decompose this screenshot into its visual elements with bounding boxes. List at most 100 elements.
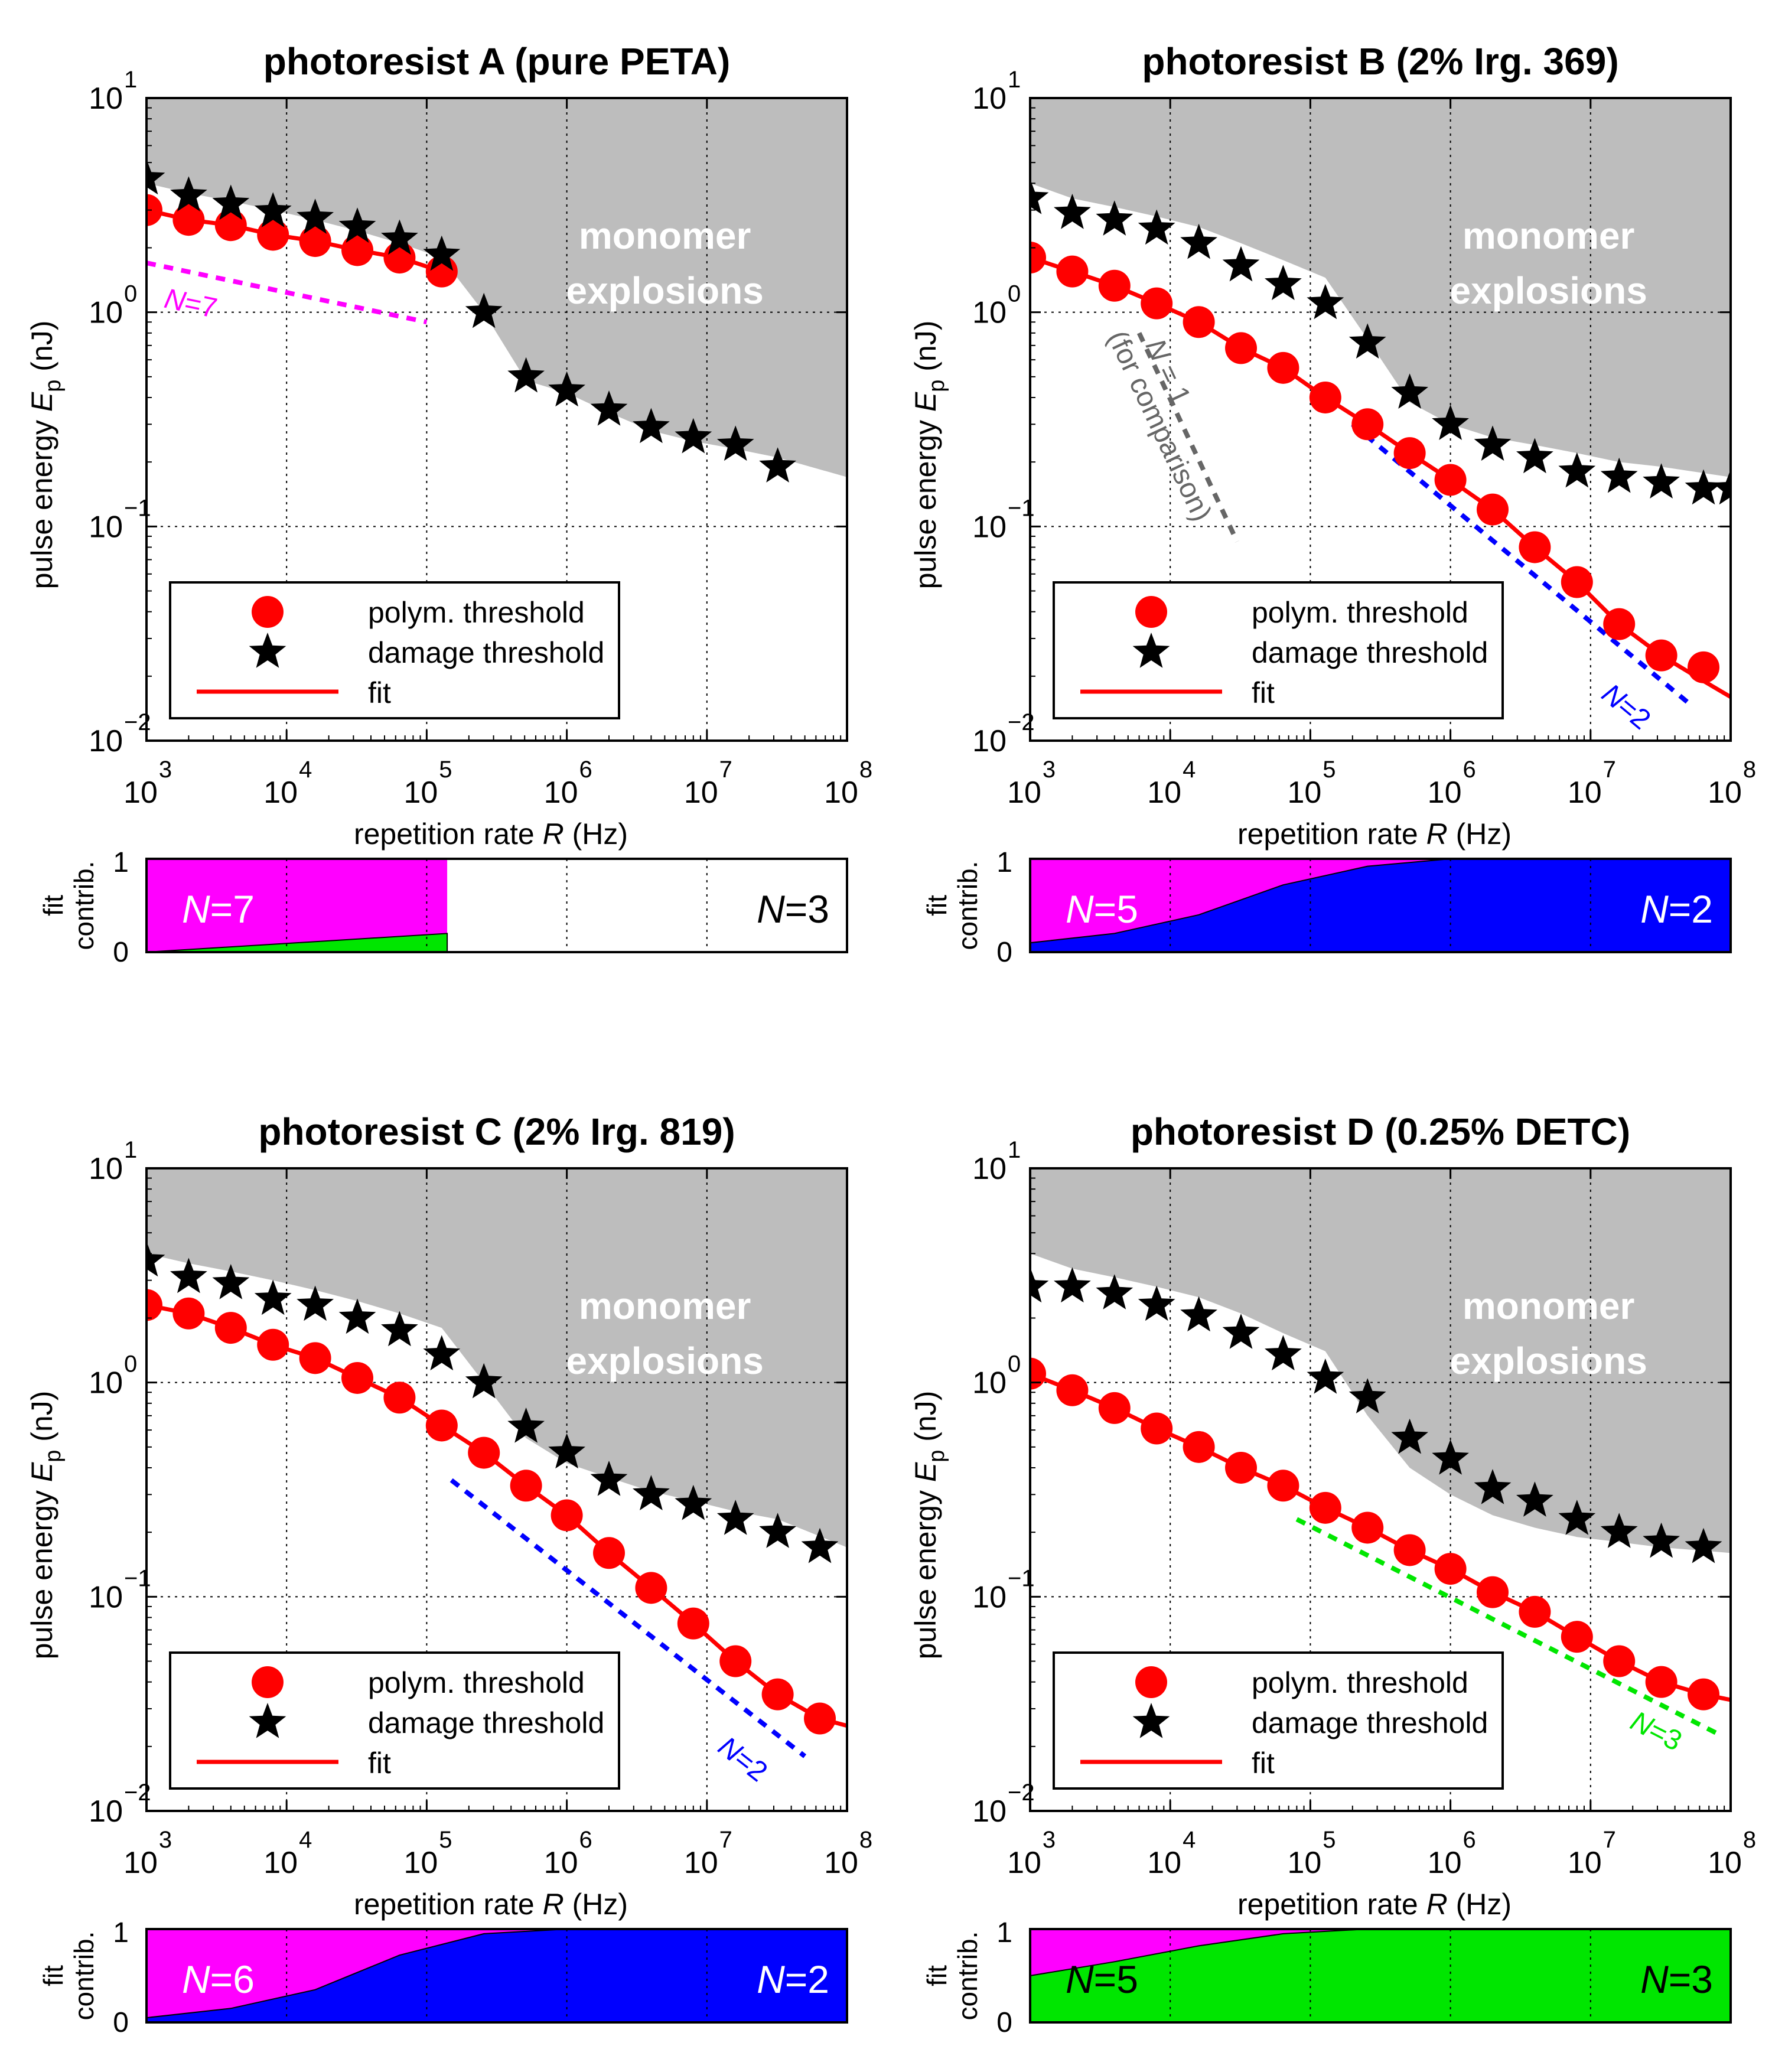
polym-threshold-point (1030, 242, 1046, 274)
damage-threshold-point (1474, 1469, 1512, 1504)
legend-fit-label: fit (368, 1747, 391, 1780)
polym-threshold-point (1434, 1553, 1467, 1585)
region-label-line2: explosions (1450, 1340, 1647, 1382)
damage-threshold-point (1643, 1522, 1680, 1558)
panel-a: photoresist A (pure PETA) monomer explosio… (25, 40, 872, 968)
fit-contrib-ylabel: fitcontrib. (38, 1931, 99, 2021)
y-tick-exponent: −2 (124, 1780, 151, 1806)
polym-threshold-point (1688, 1678, 1720, 1711)
damage-threshold-point (1222, 246, 1260, 282)
damage-threshold-point (633, 408, 670, 444)
guide-label: N=7 (162, 283, 220, 324)
legend-fit-label: fit (1252, 1747, 1275, 1780)
x-tick-label: 10 (403, 1846, 438, 1880)
polym-threshold-point (1351, 1511, 1384, 1544)
damage-threshold-point (590, 390, 628, 426)
damage-threshold-point (465, 1363, 503, 1399)
x-tick-exponent: 7 (1603, 757, 1616, 783)
damage-threshold-point (507, 1408, 545, 1443)
legend-damage-marker (1132, 1703, 1170, 1738)
polym-threshold-point (1098, 1392, 1131, 1424)
polym-threshold-point (593, 1537, 626, 1569)
y-tick-exponent: 1 (124, 67, 137, 93)
chart-title: photoresist C (2% Irg. 819) (258, 1110, 735, 1153)
x-tick-label: 10 (1708, 776, 1742, 810)
y-tick-label: 10 (89, 82, 123, 116)
damage-threshold-point (170, 1257, 207, 1294)
fit-contrib-ytick-1: 1 (113, 847, 129, 878)
polym-threshold-point (1267, 351, 1299, 384)
damage-threshold-point (759, 447, 796, 483)
damage-threshold-point (675, 1484, 712, 1520)
y-axis-label: pulse energy Ep (nJ) (909, 321, 949, 589)
damage-threshold-point (212, 184, 250, 220)
damage-threshold-point (1096, 200, 1133, 236)
region-label-line1: monomer (579, 214, 751, 257)
y-tick-label: 10 (89, 1152, 123, 1186)
chart-title: photoresist A (pure PETA) (263, 40, 731, 83)
y-tick-exponent: 1 (1008, 67, 1021, 93)
x-tick-label: 10 (1147, 1846, 1181, 1880)
x-tick-label: 10 (544, 1846, 578, 1880)
y-tick-exponent: 0 (124, 281, 137, 307)
polym-threshold-point (1603, 1645, 1636, 1677)
damage-threshold-point (759, 1513, 796, 1548)
x-tick-exponent: 7 (719, 1827, 732, 1853)
polym-threshold-point (1561, 1621, 1593, 1653)
chart-title: photoresist D (0.25% DETC) (1131, 1110, 1630, 1153)
damage-threshold-point (1138, 1285, 1175, 1321)
legend-fit-label: fit (1252, 676, 1275, 709)
damage-threshold-point (1516, 1481, 1553, 1517)
polym-threshold-point (551, 1499, 583, 1532)
polym-threshold-point (1351, 408, 1384, 441)
panel-d: photoresist D (0.25% DETC) monomer explosi… (909, 1110, 1756, 2038)
damage-threshold-point (1600, 1513, 1638, 1548)
polym-threshold-point (1561, 566, 1593, 598)
fit-contrib-left-label: N=7 (182, 887, 255, 931)
polym-threshold-point (383, 1382, 416, 1414)
damage-threshold-point (675, 418, 712, 454)
fit-contrib-frame (1029, 858, 1732, 953)
fit-contrib-panel: N=5 N=3 1 0 fitcontrib. (921, 1917, 1732, 2038)
guide-line (449, 1478, 807, 1758)
x-tick-label: 10 (263, 776, 298, 810)
x-tick-exponent: 8 (859, 1827, 872, 1853)
x-tick-exponent: 5 (439, 1827, 452, 1853)
x-tick-exponent: 6 (579, 757, 592, 783)
damage-threshold-point (1030, 1267, 1049, 1303)
y-tick-label: 10 (89, 1580, 123, 1614)
damage-threshold-point (590, 1461, 628, 1496)
fit-contrib-right-label: N=2 (757, 1957, 829, 2001)
damage-threshold-point (1265, 1335, 1302, 1371)
x-tick-exponent: 4 (1183, 757, 1196, 783)
x-tick-exponent: 7 (1603, 1827, 1616, 1853)
legend-polym-marker (252, 1666, 284, 1698)
legend-damage-marker (1132, 633, 1170, 668)
polym-threshold-point (341, 234, 374, 266)
damage-threshold-point (1391, 373, 1428, 409)
damage-threshold-point (507, 357, 545, 393)
damage-threshold-point (1712, 469, 1731, 505)
y-axis-label: pulse energy Ep (nJ) (909, 1391, 949, 1660)
fit-contrib-ytick-1: 1 (113, 1917, 129, 1949)
damage-threshold-point (254, 192, 292, 227)
region-label-line1: monomer (1462, 1285, 1635, 1327)
legend: polym. threshold damage threshold fit (1053, 581, 1504, 719)
polym-threshold-point (1141, 287, 1173, 320)
y-tick-label: 10 (89, 1366, 123, 1400)
axes-frame (1029, 97, 1732, 742)
polym-threshold-point (146, 194, 162, 226)
x-tick-label: 10 (263, 1846, 298, 1880)
x-tick-label: 10 (1568, 1846, 1602, 1880)
legend-fit-label: fit (368, 676, 391, 709)
damage-threshold-point (1054, 194, 1091, 229)
x-tick-label: 10 (1428, 776, 1462, 810)
polym-threshold-point (299, 225, 331, 258)
region-label-line2: explosions (566, 1340, 763, 1382)
legend-polym-label: polym. threshold (368, 1666, 585, 1699)
guide-label: N=2 (712, 1731, 773, 1788)
axes-frame (1029, 1167, 1732, 1812)
x-tick-label: 10 (1708, 1846, 1742, 1880)
x-tick-label: 10 (684, 1846, 718, 1880)
y-tick-label: 10 (972, 510, 1006, 544)
